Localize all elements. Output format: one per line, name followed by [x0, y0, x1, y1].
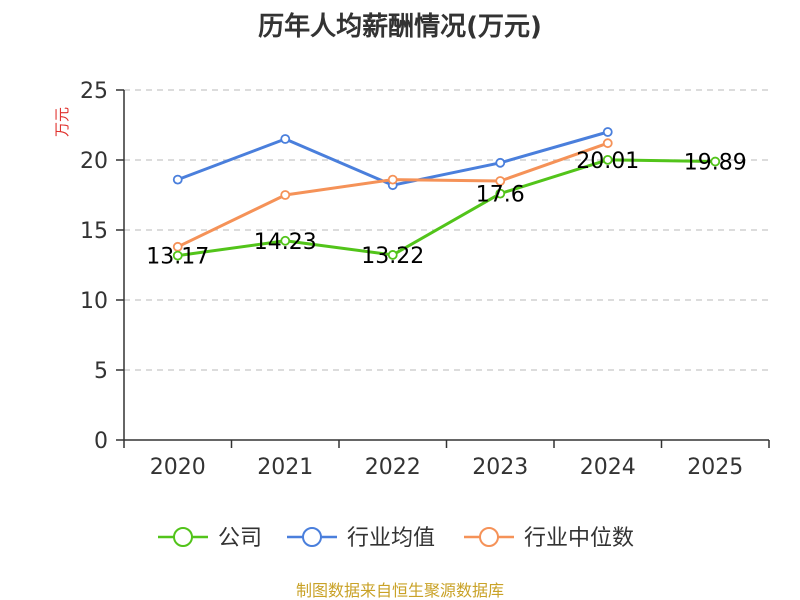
data-point-1 — [280, 134, 291, 144]
x-tick-label: 2023 — [472, 455, 528, 480]
legend-label: 行业均值 — [347, 526, 435, 551]
data-point-2 — [387, 174, 398, 185]
y-tick-label: 15 — [80, 219, 108, 244]
data-label: 20.01 — [576, 149, 639, 174]
y-tick-label: 5 — [94, 359, 108, 384]
data-point-0 — [280, 235, 291, 246]
series-line-2 — [177, 141, 609, 249]
data-point-0 — [710, 156, 721, 167]
data-point-1 — [495, 157, 506, 168]
chart-title: 历年人均薪酬情况(万元) — [258, 11, 542, 42]
source-note: 制图数据来自恒生聚源数据库 — [296, 581, 504, 600]
series-line-0 — [177, 158, 716, 258]
x-tick-label: 2025 — [687, 455, 743, 480]
data-label: 17.6 — [476, 183, 525, 208]
legend-marker — [479, 527, 499, 547]
legend-label: 行业中位数 — [524, 526, 634, 551]
data-point-1 — [602, 127, 613, 137]
data-point-2 — [602, 138, 613, 149]
y-tick-label: 10 — [80, 289, 108, 314]
data-point-2 — [280, 190, 291, 200]
data-point-0 — [602, 154, 613, 165]
data-label: 19.89 — [684, 151, 747, 176]
series — [172, 127, 721, 261]
grid — [124, 89, 769, 371]
x-tick-label: 2022 — [365, 455, 421, 480]
x-tick-label: 2021 — [257, 455, 313, 480]
legend-marker — [302, 527, 322, 547]
data-point-2 — [495, 176, 506, 186]
data-point-0 — [387, 250, 398, 260]
data-labels: 13.17 14.23 13.22 17.6 20.01 19.89 — [146, 149, 746, 270]
data-label: 13.22 — [361, 244, 424, 269]
y-tick-label: 25 — [80, 79, 108, 104]
legend: 公司 行业均值 行业中位数 — [158, 526, 634, 551]
y-tick-label: 0 — [94, 429, 108, 454]
data-point-0 — [495, 188, 506, 199]
legend-marker — [173, 527, 193, 547]
data-point-0 — [172, 250, 183, 261]
legend-label: 公司 — [218, 526, 262, 551]
data-label: 14.23 — [254, 230, 317, 255]
y-axis-label: 万元 — [53, 107, 71, 137]
data-point-1 — [172, 174, 183, 185]
data-label: 13.17 — [146, 245, 209, 270]
y-tick-label: 20 — [80, 149, 108, 174]
x-tick-label: 2024 — [580, 455, 636, 480]
x-tick-label: 2020 — [150, 455, 206, 480]
